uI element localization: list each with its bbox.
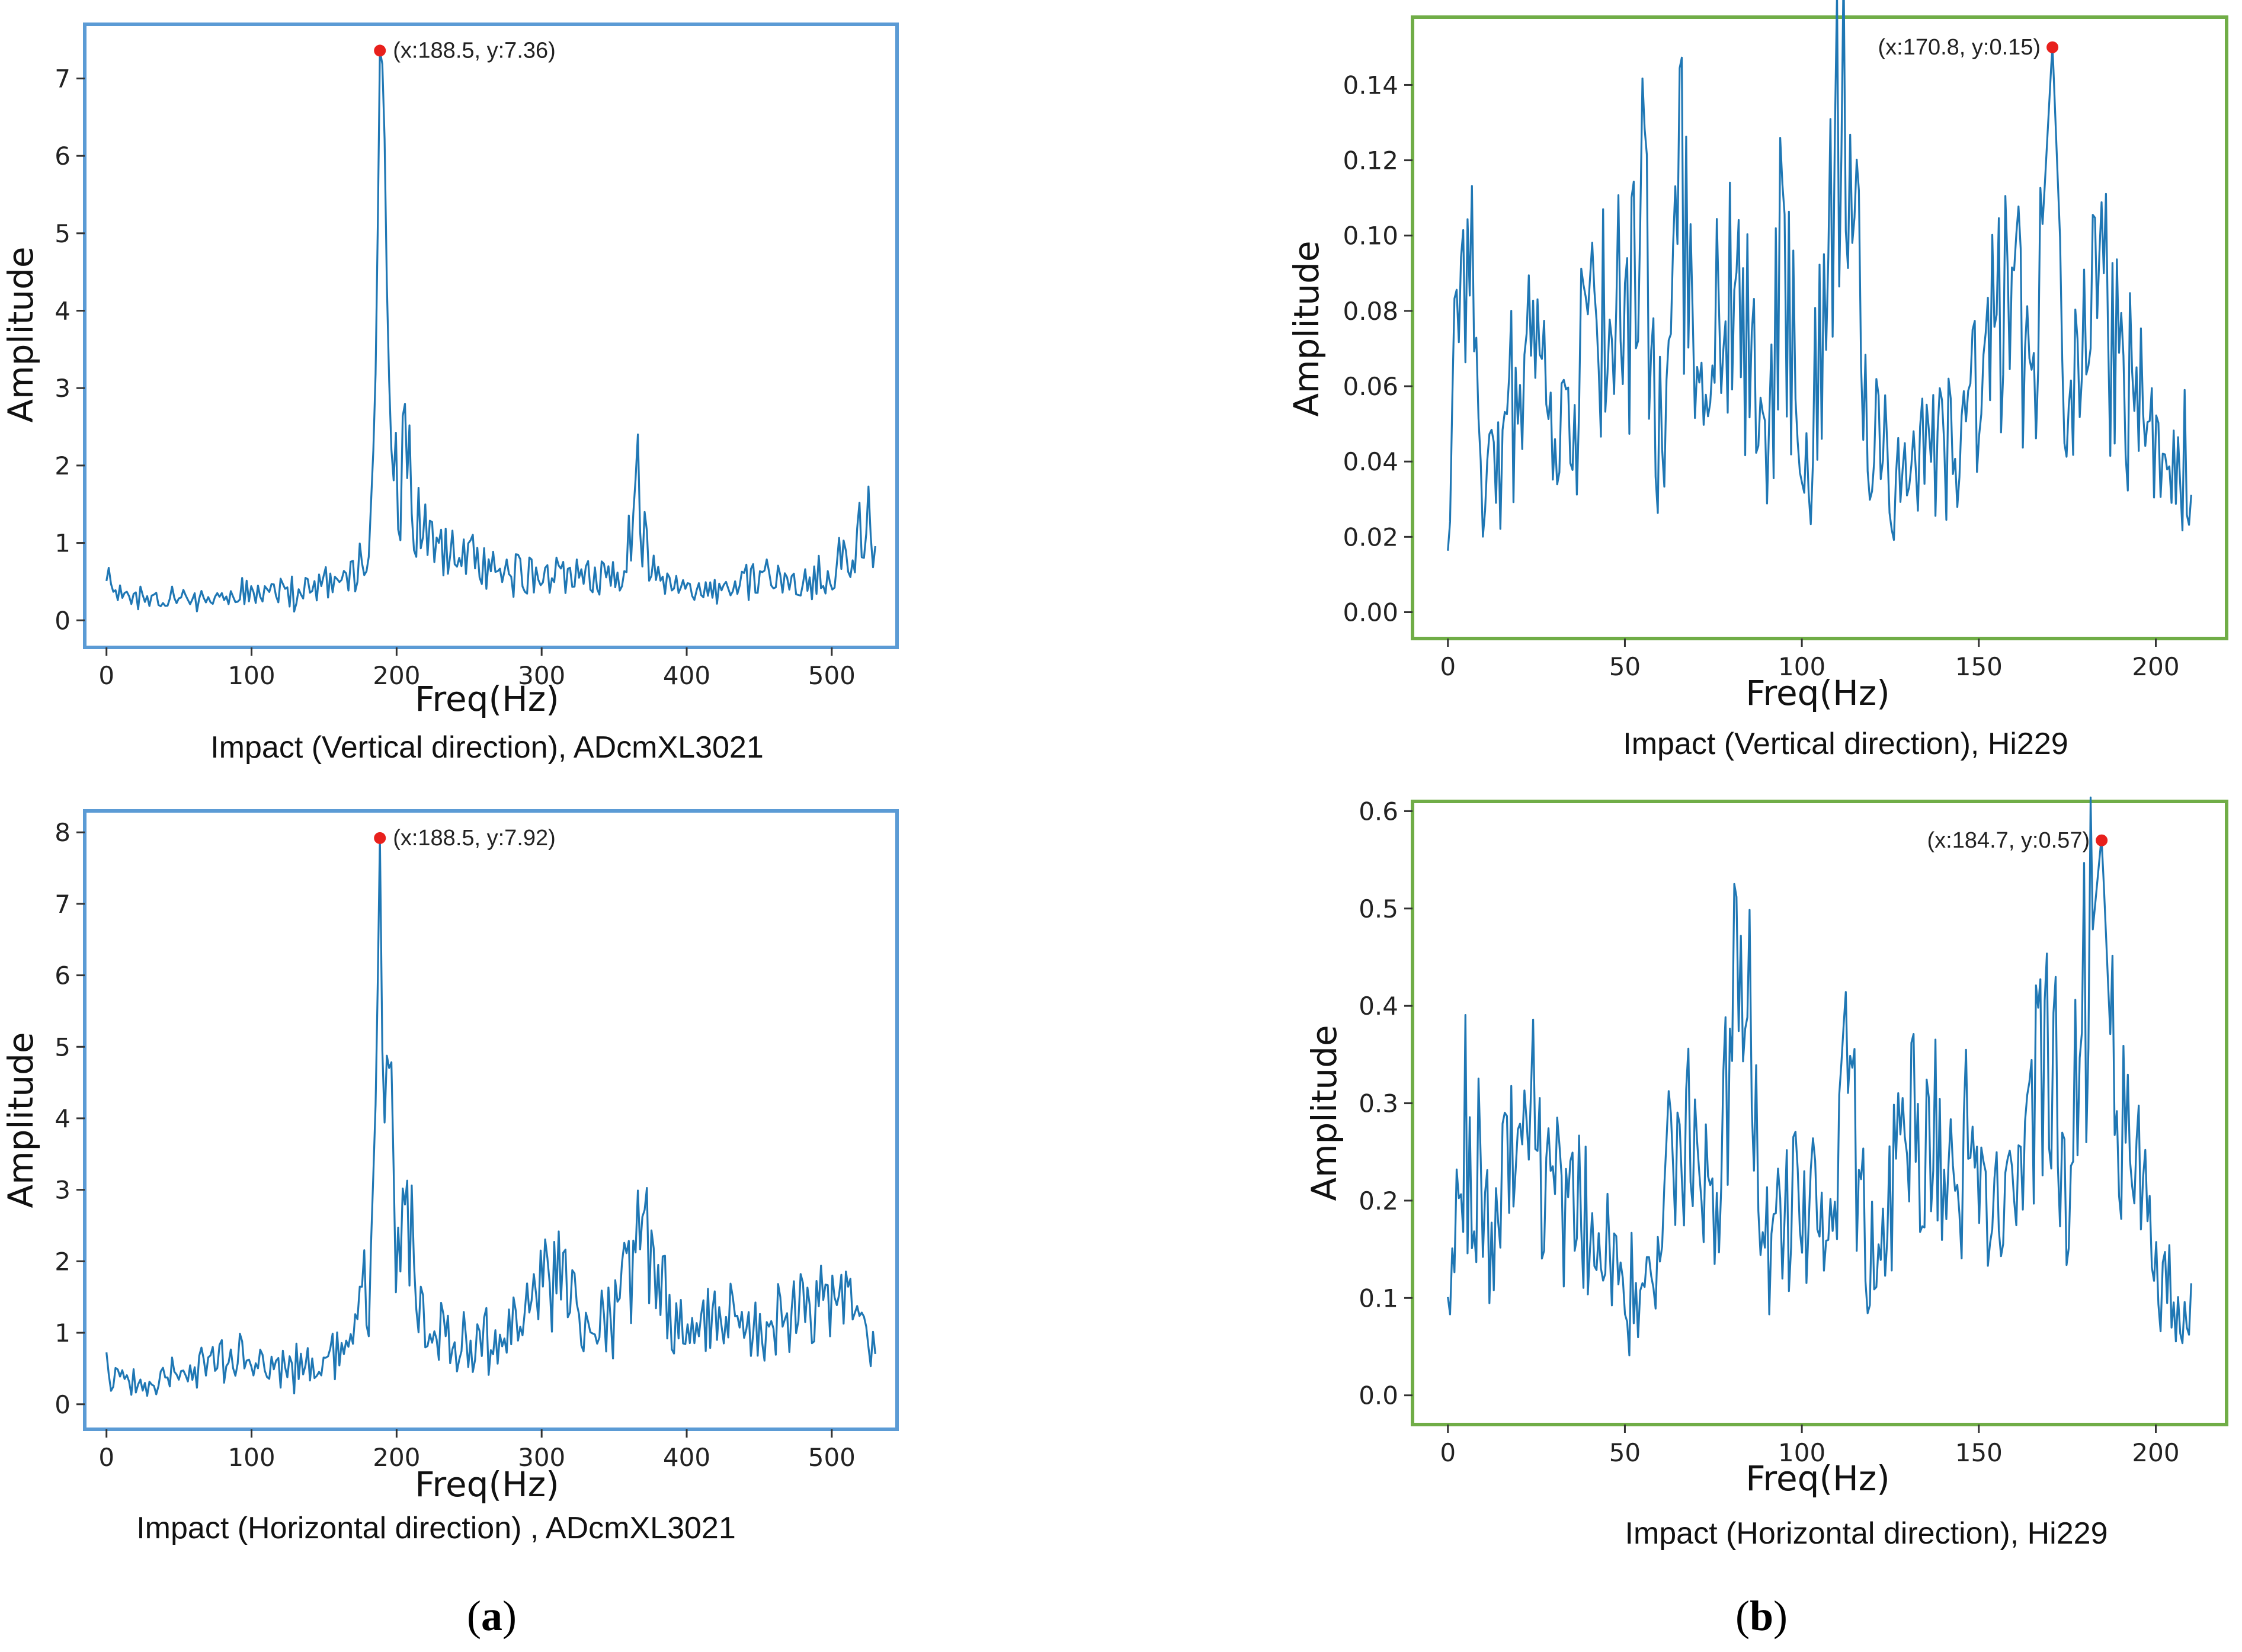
x-axis-label: Freq(Hz) — [1745, 1458, 1890, 1499]
peak-annotation: (x:170.8, y:0.15) — [1878, 35, 2041, 60]
y-axis-label: Amplitude — [1304, 1025, 1344, 1201]
x-tick-label: 100 — [228, 661, 275, 690]
y-tick-label: 6 — [55, 961, 71, 990]
y-tick-label: 7 — [55, 890, 71, 919]
x-tick-label: 100 — [228, 1443, 275, 1472]
chart-frame — [1411, 800, 2228, 1426]
x-tick-label: 400 — [663, 1443, 710, 1472]
y-tick-label: 1 — [55, 529, 71, 558]
peak-marker — [374, 832, 386, 844]
y-tick-label: 4 — [55, 1104, 71, 1133]
y-axis-label: Amplitude — [1286, 240, 1327, 416]
y-tick-label: 7 — [55, 64, 71, 93]
y-tick-label: 0.1 — [1359, 1284, 1398, 1313]
x-tick-label: 0 — [1440, 652, 1456, 681]
peak-annotation: (x:188.5, y:7.36) — [393, 38, 556, 63]
chart-1: 0 100 200 300 400 500 0 1 2 3 4 5 6 7 Freq(Hz) Amplitud… — [1, 23, 899, 765]
y-tick-label: 0.0 — [1359, 1381, 1398, 1410]
x-tick-label: 200 — [2132, 652, 2179, 681]
panel-label-b: (b) — [1735, 1592, 1788, 1640]
y-tick-label: 0.4 — [1359, 992, 1398, 1021]
chart-frame — [1411, 15, 2228, 640]
x-tick-label: 0 — [1440, 1438, 1456, 1467]
x-tick-label: 300 — [518, 1443, 565, 1472]
y-tick-label: 5 — [55, 1032, 71, 1061]
peak-annotation: (x:188.5, y:7.92) — [393, 826, 556, 851]
y-tick-label: 0.10 — [1343, 222, 1398, 251]
series-line — [1447, 796, 2192, 1356]
panel-label-a: (a) — [467, 1592, 517, 1640]
y-tick-label: 0.02 — [1343, 522, 1398, 551]
chart-2: 0 50 100 150 200 0.00 0.02 0.04 0.06 0.08 0.10 0.12… — [1286, 0, 2228, 761]
x-tick-label: 200 — [373, 661, 420, 690]
y-axis-label: Amplitude — [1, 1032, 41, 1208]
y-tick-label: 0.3 — [1359, 1089, 1398, 1118]
y-tick-label: 0.6 — [1359, 797, 1398, 826]
y-tick-label: 0.2 — [1359, 1186, 1398, 1215]
y-tick-label: 3 — [55, 374, 71, 403]
y-tick-label: 0.12 — [1343, 146, 1398, 175]
x-tick-label: 0 — [98, 661, 114, 690]
y-tick-label: 2 — [55, 1247, 71, 1276]
y-tick-label: 0.14 — [1343, 70, 1398, 100]
x-tick-label: 500 — [808, 661, 856, 690]
y-tick-label: 6 — [55, 142, 71, 171]
x-tick-label: 200 — [2132, 1438, 2179, 1467]
y-axis-label: Amplitude — [1, 246, 41, 422]
series-line — [105, 49, 876, 613]
y-tick-label: 4 — [55, 297, 71, 326]
x-tick-label: 400 — [663, 661, 710, 690]
chart-caption: Impact (Vertical direction), Hi229 — [1623, 727, 2068, 761]
y-tick-label: 8 — [55, 818, 71, 847]
charts-group: 0 100 200 300 400 50001234567Freq(Hz)Amplitud… — [1, 0, 2228, 1551]
y-tick-label: 2 — [55, 451, 71, 480]
peak-marker — [374, 44, 386, 57]
chart-caption: Impact (Horizontal direction), Hi229 — [1625, 1516, 2108, 1551]
y-tick-label: 0.5 — [1359, 894, 1398, 923]
x-axis-label: Freq(Hz) — [1745, 673, 1890, 713]
chart-frame — [83, 23, 899, 649]
x-tick-label: 50 — [1609, 1438, 1641, 1467]
y-tick-label: 0 — [55, 606, 71, 635]
y-tick-label: 0.06 — [1343, 372, 1398, 401]
x-tick-label: 0 — [98, 1443, 114, 1472]
y-tick-label: 0.04 — [1343, 447, 1398, 476]
chart-frame — [83, 809, 899, 1431]
x-axis-label: Freq(Hz) — [415, 679, 559, 719]
y-tick-label: 3 — [55, 1176, 71, 1205]
chart-caption: Impact (Horizontal direction) , ADcmXL30… — [136, 1511, 736, 1545]
y-tick-label: 0.00 — [1343, 598, 1398, 627]
x-tick-label: 150 — [1955, 652, 2003, 681]
y-tick-label: 5 — [55, 219, 71, 248]
chart-4: 0 50 100 150 200 0.0 0.1 0.2 0.3 0.4 0.5 0.6 Freq(Hz… — [1304, 796, 2228, 1551]
series-line — [105, 837, 876, 1397]
x-tick-label: 150 — [1955, 1438, 2003, 1467]
series-line — [1447, 0, 2192, 551]
x-axis-label: Freq(Hz) — [415, 1464, 559, 1505]
x-tick-label: 300 — [518, 661, 565, 690]
x-tick-label: 100 — [1778, 1438, 1825, 1467]
peak-marker — [2096, 834, 2108, 846]
peak-marker — [2046, 41, 2059, 53]
y-tick-label: 1 — [55, 1319, 71, 1348]
chart-3: 0 100 200 300 400 500 0 1 2 3 4 5 6 7 8 Freq(Hz) Amplitu… — [1, 809, 899, 1545]
chart-caption: Impact (Vertical direction), ADcmXL3021 — [210, 730, 764, 765]
peak-annotation: (x:184.7, y:0.57) — [1927, 828, 2090, 853]
y-tick-label: 0.08 — [1343, 297, 1398, 326]
y-tick-label: 0 — [55, 1390, 71, 1419]
x-tick-label: 500 — [808, 1443, 856, 1472]
x-tick-label: 50 — [1609, 652, 1641, 681]
x-tick-label: 100 — [1778, 652, 1825, 681]
x-tick-label: 200 — [373, 1443, 420, 1472]
